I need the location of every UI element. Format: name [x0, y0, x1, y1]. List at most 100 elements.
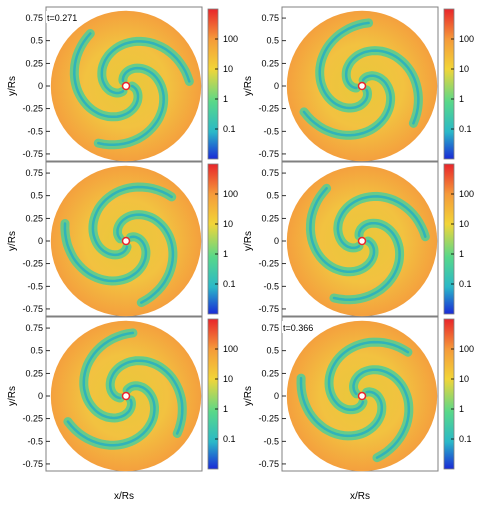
colorbar-tick-label: 100 — [223, 344, 238, 354]
central-sink — [121, 391, 131, 401]
annotation-bg — [282, 321, 318, 333]
colorbar — [207, 163, 219, 315]
y-axis-label: y/Rs — [243, 386, 254, 406]
colorbar-tick-label: 10 — [223, 219, 233, 229]
spiral-arm-core — [318, 21, 370, 110]
spiral-arm-core — [302, 74, 392, 137]
central-sink — [121, 236, 131, 246]
spiral-arm-core — [63, 222, 148, 283]
panel-3: 0.75 0.5 0.25 0 -0.25 -0.5 -0.75 y/Rs 100 10 1 0.1 — [7, 161, 238, 317]
y-tick-label: -0.25 — [22, 414, 43, 424]
spiral-arm-core — [116, 213, 175, 304]
x-axis-label: x/Rs — [350, 491, 370, 502]
spiral-arm-core — [336, 195, 427, 250]
y-tick-label: -0.75 — [258, 459, 279, 469]
panel-2: 0.75 0.5 0.25 0 -0.25 -0.5 -0.75 y/Rs 100 10 1 0.1 — [243, 6, 474, 162]
y-axis-label: y/Rs — [243, 76, 254, 96]
colorbar — [207, 8, 219, 160]
spiral-arm-core — [299, 376, 384, 438]
spiral-arm-core — [327, 340, 410, 412]
colorbar-tick-label: 0.1 — [223, 279, 236, 289]
spiral-arm-core — [100, 40, 191, 95]
y-tick-label: -0.25 — [258, 259, 279, 269]
spiral-arm-core — [91, 185, 173, 257]
y-axis-label: y/Rs — [243, 231, 254, 251]
colorbar — [207, 318, 219, 470]
panel-1: 0.750.50.250-0.25-0.5-0.75y/Rst=0.271100… — [7, 6, 238, 162]
y-tick-label: 0.25 — [25, 213, 43, 223]
colorbar-tick-label: 1 — [459, 249, 464, 259]
colorbar-tick-label: 0.1 — [459, 124, 472, 134]
colorbar-tick-label: 10 — [223, 64, 233, 74]
colorbar-tick-label: 100 — [459, 34, 474, 44]
colorbar-tick-label: 0.1 — [223, 124, 236, 134]
y-tick-label: -0.5 — [263, 126, 279, 136]
panel-4: 0.75 0.5 0.25 0 -0.25 -0.5 -0.75 y/Rs 100 10 1 0.1 — [243, 161, 474, 317]
y-tick-label: 0.5 — [266, 191, 279, 201]
y-tick-label: 0.75 — [25, 323, 43, 333]
y-axis-label: y/Rs — [7, 231, 18, 251]
colorbar — [443, 8, 455, 160]
spiral-arm-core — [344, 49, 420, 125]
y-tick-label: 0 — [274, 391, 279, 401]
colorbar — [443, 318, 455, 470]
y-tick-label: 0.75 — [25, 13, 43, 23]
y-tick-label: 0.25 — [25, 58, 43, 68]
spiral-arm-core — [97, 66, 165, 147]
y-tick-label: -0.75 — [22, 149, 43, 159]
y-tick-label: -0.75 — [22, 304, 43, 314]
y-tick-label: 0 — [38, 391, 43, 401]
y-tick-label: -0.25 — [258, 414, 279, 424]
y-tick-label: 0.25 — [261, 58, 279, 68]
colorbar-tick-label: 0.1 — [459, 434, 472, 444]
y-tick-label: 0.5 — [266, 36, 279, 46]
time-annotation: t=0.366 — [283, 323, 313, 333]
y-tick-label: -0.5 — [263, 436, 279, 446]
spiral-arm-core — [108, 359, 184, 435]
panel-6: 0.750.50.250-0.25-0.5-0.75y/Rst=0.366100… — [243, 316, 474, 472]
y-tick-label: 0 — [38, 81, 43, 91]
panels-layer: 0.750.50.250-0.25-0.5-0.75y/Rst=0.271100… — [7, 6, 474, 502]
y-tick-label: 0 — [274, 81, 279, 91]
colorbar-tick-label: 1 — [223, 249, 228, 259]
spiral-arm-core — [73, 32, 140, 119]
y-tick-label: -0.5 — [263, 281, 279, 291]
colorbar-tick-label: 1 — [223, 404, 228, 414]
y-tick-label: 0.25 — [25, 368, 43, 378]
spiral-arm-core — [332, 221, 401, 301]
y-tick-label: 0 — [274, 236, 279, 246]
y-tick-label: 0.75 — [261, 168, 279, 178]
colorbar-tick-label: 100 — [459, 344, 474, 354]
time-annotation: t=0.271 — [47, 13, 77, 23]
central-sink — [121, 81, 131, 91]
colorbar-tick-label: 1 — [459, 94, 464, 104]
y-tick-label: -0.75 — [22, 459, 43, 469]
y-tick-label: 0.25 — [261, 368, 279, 378]
colorbar-tick-label: 10 — [223, 374, 233, 384]
y-axis-label: y/Rs — [7, 386, 18, 406]
spiral-arm-core — [82, 331, 135, 420]
spiral-arm-core — [352, 368, 411, 459]
y-tick-label: 0.75 — [25, 168, 43, 178]
y-axis-label: y/Rs — [7, 76, 18, 96]
colorbar-tick-label: 0.1 — [459, 279, 472, 289]
colorbar-tick-label: 100 — [223, 189, 238, 199]
y-tick-label: -0.75 — [258, 304, 279, 314]
y-tick-label: -0.5 — [27, 436, 43, 446]
y-tick-label: -0.5 — [27, 126, 43, 136]
colorbar-tick-label: 100 — [223, 34, 238, 44]
colorbar-tick-label: 10 — [459, 374, 469, 384]
x-axis-label: x/Rs — [114, 491, 134, 502]
y-tick-label: 0.5 — [30, 191, 43, 201]
y-tick-label: -0.5 — [27, 281, 43, 291]
colorbar-tick-label: 10 — [459, 64, 469, 74]
annotation-bg — [46, 11, 82, 23]
y-tick-label: -0.25 — [258, 104, 279, 114]
spiral-arm-core — [309, 187, 376, 274]
central-sink — [357, 236, 367, 246]
central-sink — [357, 81, 367, 91]
colorbar — [443, 163, 455, 315]
y-tick-label: 0 — [38, 236, 43, 246]
colorbar-tick-label: 100 — [459, 189, 474, 199]
